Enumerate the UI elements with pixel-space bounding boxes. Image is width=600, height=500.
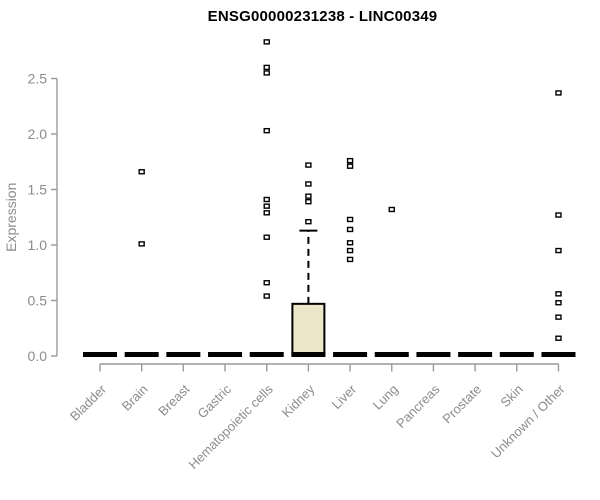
- outlier-point: [305, 218, 312, 225]
- median-bar: [83, 352, 117, 357]
- chart-title: ENSG00000231238 - LINC00349: [207, 8, 438, 25]
- outlier-point: [555, 247, 562, 254]
- outlier-point: [388, 206, 395, 213]
- median-bar: [291, 352, 326, 357]
- box-iqr: [291, 302, 326, 355]
- outlier-point: [555, 335, 562, 341]
- outlier-point: [346, 163, 354, 169]
- outlier-point: [263, 234, 270, 240]
- outlier-point: [305, 181, 312, 187]
- x-tick-label: Breast: [155, 381, 192, 418]
- outlier-point: [263, 280, 270, 286]
- outlier-point: [555, 314, 562, 320]
- outlier-point: [263, 64, 270, 71]
- outlier-point: [346, 247, 354, 254]
- outlier-point: [555, 212, 562, 218]
- median-bar: [458, 352, 493, 357]
- median-bar: [416, 352, 451, 357]
- outlier-point: [346, 256, 354, 263]
- y-tick-label: 0.5: [28, 293, 48, 309]
- outlier-point: [263, 293, 270, 299]
- outlier-point: [305, 199, 312, 205]
- x-tick-label: Bladder: [67, 381, 110, 424]
- x-tick-label: Liver: [329, 381, 360, 412]
- x-tick-label: Kidney: [279, 381, 318, 420]
- outlier-point: [555, 291, 562, 297]
- median-bar: [249, 352, 284, 357]
- y-tick-label: 1.5: [28, 182, 48, 198]
- outlier-point: [305, 193, 312, 199]
- median-bar: [374, 352, 409, 357]
- outlier-point: [346, 240, 354, 246]
- y-tick-label: 1.0: [28, 237, 48, 253]
- median-bar: [208, 352, 243, 357]
- outlier-point: [263, 210, 270, 216]
- outlier-point: [346, 157, 354, 164]
- x-tick-label: Gastric: [194, 381, 234, 421]
- median-bar: [541, 352, 576, 357]
- y-axis-title: Expression: [3, 183, 19, 252]
- y-tick-label: 2.0: [28, 126, 48, 142]
- outlier-point: [138, 169, 145, 175]
- y-tick-label: 2.5: [28, 71, 48, 87]
- outlier-point: [346, 226, 354, 233]
- outlier-point: [555, 300, 562, 306]
- x-tick-label: Brain: [119, 382, 151, 414]
- x-tick-label: Lung: [370, 382, 401, 413]
- median-bar: [166, 352, 201, 357]
- x-tick-label: Unknown / Other: [488, 381, 568, 461]
- y-tick-label: 0.0: [28, 348, 48, 364]
- outlier-point: [138, 241, 145, 247]
- outlier-point: [555, 90, 562, 96]
- x-tick-label: Skin: [497, 382, 525, 410]
- outlier-point: [305, 162, 312, 168]
- outlier-point: [346, 216, 354, 223]
- median-bar: [333, 352, 368, 357]
- outlier-point: [263, 203, 270, 209]
- median-bar: [499, 352, 534, 357]
- median-bar: [124, 352, 159, 357]
- x-tick-label: Prostate: [439, 382, 484, 427]
- outlier-point: [263, 127, 270, 134]
- outlier-point: [263, 196, 270, 203]
- outlier-point: [263, 39, 270, 45]
- x-tick-label: Pancreas: [393, 381, 443, 431]
- outlier-point: [263, 70, 270, 76]
